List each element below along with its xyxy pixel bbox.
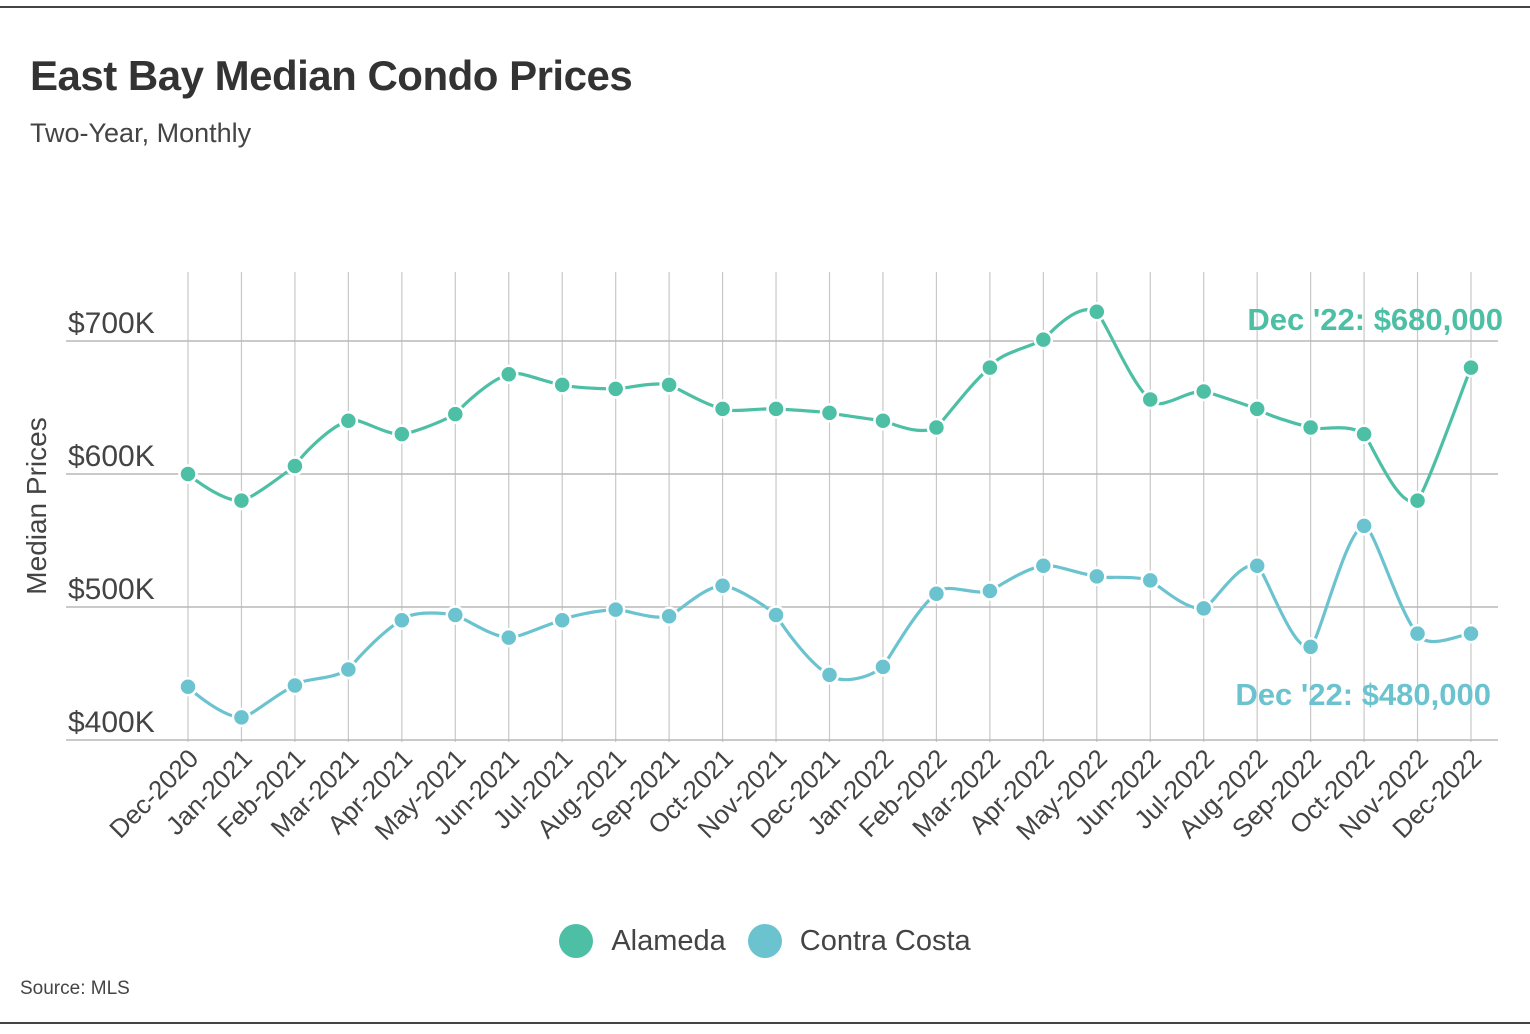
data-point-contra-costa — [712, 575, 733, 596]
top-rule — [0, 6, 1530, 8]
data-point-contra-costa — [1140, 570, 1160, 591]
data-point-alameda — [392, 424, 412, 444]
data-point-contra-costa — [392, 610, 412, 631]
data-point-contra-costa — [1461, 623, 1481, 644]
legend-label-alameda: Alameda — [611, 924, 726, 957]
data-point-contra-costa — [1300, 637, 1321, 657]
data-point-contra-costa — [1033, 556, 1054, 576]
data-point-contra-costa — [1247, 556, 1267, 576]
data-point-contra-costa — [1354, 516, 1374, 536]
data-point-contra-costa — [659, 606, 679, 627]
data-point-alameda — [1087, 301, 1107, 322]
legend-swatch-contra-costa — [747, 924, 782, 958]
data-point-alameda — [178, 464, 198, 484]
data-point-alameda — [1193, 381, 1214, 402]
data-point-alameda — [1407, 490, 1428, 511]
data-point-alameda — [1300, 417, 1321, 438]
data-point-alameda — [285, 456, 305, 476]
annotation-alameda: Dec '22: $680,000 — [1247, 302, 1503, 337]
data-point-contra-costa — [231, 707, 252, 728]
data-point-contra-costa — [605, 599, 626, 620]
y-tick-label: $400K — [68, 706, 155, 739]
data-point-alameda — [980, 357, 1000, 378]
data-point-contra-costa — [338, 659, 359, 680]
data-point-contra-costa — [980, 581, 1000, 601]
source-note: Source: MLS — [20, 978, 130, 999]
data-point-contra-costa — [766, 605, 786, 625]
legend-swatch-alameda — [559, 924, 594, 958]
data-point-alameda — [1461, 357, 1481, 378]
legend: Alameda Contra Costa — [0, 924, 1530, 958]
data-point-contra-costa — [445, 605, 466, 625]
legend-label-contra-costa: Contra Costa — [799, 924, 971, 957]
data-point-alameda — [445, 404, 466, 424]
data-point-contra-costa — [926, 583, 947, 604]
data-point-contra-costa — [873, 657, 893, 677]
data-point-alameda — [605, 379, 626, 399]
data-point-alameda — [659, 375, 679, 395]
data-point-contra-costa — [178, 677, 198, 697]
y-tick-label: $500K — [68, 573, 155, 606]
data-point-contra-costa — [1407, 623, 1428, 644]
data-point-alameda — [231, 490, 252, 511]
annotation-contra-costa: Dec '22: $480,000 — [1235, 677, 1491, 712]
bottom-rule — [0, 1022, 1530, 1024]
data-point-contra-costa — [1193, 598, 1214, 619]
data-point-alameda — [926, 417, 947, 438]
data-point-alameda — [1140, 389, 1160, 410]
data-point-contra-costa — [819, 665, 840, 685]
y-tick-label: $700K — [68, 307, 155, 340]
data-point-alameda — [552, 375, 572, 395]
data-point-alameda — [712, 399, 733, 419]
data-point-alameda — [338, 411, 359, 431]
chart-title: East Bay Median Condo Prices — [30, 52, 633, 99]
data-point-alameda — [873, 411, 893, 431]
data-point-alameda — [1354, 424, 1374, 444]
data-point-alameda — [499, 364, 519, 384]
data-point-contra-costa — [1087, 566, 1107, 587]
data-point-contra-costa — [499, 627, 519, 648]
legend-item-contra-costa[interactable]: Contra Costa — [747, 924, 971, 958]
data-point-contra-costa — [552, 610, 572, 631]
legend-item-alameda[interactable]: Alameda — [559, 924, 726, 958]
data-point-alameda — [1247, 399, 1267, 419]
data-point-alameda — [766, 399, 786, 419]
y-axis-label: Median Prices — [21, 417, 52, 594]
data-point-alameda — [819, 403, 840, 423]
data-point-alameda — [1033, 329, 1054, 350]
data-point-contra-costa — [285, 675, 305, 696]
y-tick-label: $600K — [68, 440, 155, 473]
chart-subtitle: Two-Year, Monthly — [30, 118, 252, 148]
